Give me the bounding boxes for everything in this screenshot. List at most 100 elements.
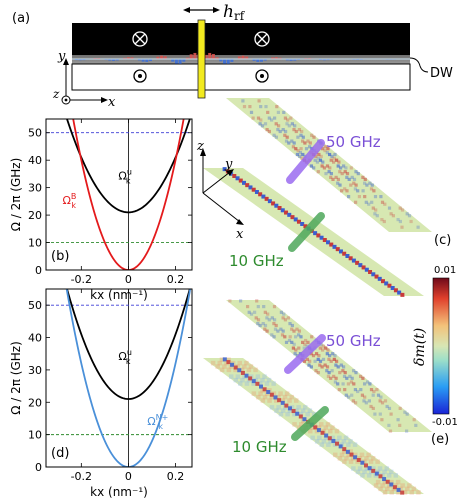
field-cell [280, 398, 286, 403]
field-cell [301, 152, 305, 157]
wave-dot [335, 441, 340, 446]
field-cell [273, 327, 278, 331]
field-cell [350, 175, 354, 179]
wave-dot [313, 425, 318, 430]
field-cell [226, 367, 232, 373]
wave-dot [353, 455, 358, 460]
field-cell [370, 183, 374, 187]
wave-dot [248, 376, 253, 381]
field-cell [387, 206, 392, 210]
field-cell [343, 435, 349, 441]
wave-dot [389, 482, 394, 487]
wave-bar [319, 59, 323, 61]
colorbar-gradient [432, 277, 450, 415]
field-cell [292, 411, 297, 417]
field-cell [364, 200, 368, 204]
wave-dot [380, 279, 385, 284]
colorbar-max-label: 0.01 [434, 265, 456, 276]
wave-bar [271, 57, 275, 60]
field-cell [239, 367, 245, 373]
field-cell [337, 388, 341, 392]
wave-bar [189, 54, 193, 60]
field-cell [309, 164, 313, 168]
wave-dot [261, 194, 266, 199]
field-cell [321, 147, 325, 151]
field-cell [264, 105, 268, 109]
wave-dot [400, 490, 405, 495]
field-cell [248, 105, 252, 109]
field-cell [294, 129, 298, 134]
field-cell [281, 329, 285, 333]
field-cell [360, 473, 365, 478]
field-cell [324, 145, 328, 149]
field-cell [319, 442, 324, 447]
field-cell [398, 219, 402, 224]
field-cell [316, 170, 320, 174]
out-of-page-icon-right [255, 69, 269, 83]
wave-dot [400, 292, 405, 297]
field-cell [318, 363, 322, 367]
panel-b-plot: 0 10 20 30 40 50 -0.2 0 0.2 kx (nm⁻¹) Ω / 2π (GHz)… [9, 118, 193, 302]
field-cell [373, 412, 377, 416]
field-cell [226, 357, 231, 362]
field-cell [303, 405, 308, 410]
field-cell [322, 166, 326, 170]
y-tick-label: 40 [28, 332, 42, 345]
wave-bar [115, 59, 119, 61]
field-cell [345, 175, 349, 179]
field-cell [351, 466, 356, 471]
panel-c-label: (c) [434, 233, 451, 248]
field-cell [340, 172, 344, 176]
field-cell [251, 116, 255, 120]
field-cell [343, 371, 347, 375]
wave-dot [238, 178, 243, 183]
x-axis-label: kx (nm⁻¹) [90, 485, 148, 499]
field-cell [289, 116, 293, 120]
wave-bar [171, 59, 175, 62]
field-cell [217, 360, 222, 366]
field-cell [346, 382, 350, 386]
wave-bar [174, 59, 178, 64]
field-cell [330, 435, 335, 441]
field-cell [389, 490, 394, 495]
field-cell [341, 369, 345, 373]
field-cell [316, 156, 320, 160]
field-cell [333, 152, 337, 157]
field-cell [371, 206, 375, 210]
field-cell [373, 483, 379, 488]
field-cell [253, 367, 258, 373]
wave-bar [112, 59, 115, 61]
field-cell [313, 359, 317, 363]
wave-dot [390, 286, 395, 290]
field-cell [333, 354, 337, 358]
field-cell [350, 393, 354, 397]
wave-dot [259, 384, 264, 389]
series-0-curve [66, 289, 191, 400]
field-cell [283, 133, 287, 137]
field-cell [282, 312, 286, 316]
wave-dot [235, 176, 240, 181]
field-cell [276, 394, 281, 400]
field-cell [293, 352, 297, 356]
field-cell [305, 344, 309, 348]
field-cell [251, 391, 257, 396]
wave-dot [385, 479, 390, 484]
field-cell [416, 225, 420, 229]
field-label: hrf [223, 2, 246, 23]
wave-dot [348, 256, 353, 261]
field-cell [355, 469, 361, 475]
field-cell [272, 322, 276, 326]
field-cell [405, 486, 410, 492]
wave-bar [293, 59, 297, 61]
field-cell [376, 393, 381, 397]
field-cell [219, 357, 225, 362]
field-cell [332, 160, 336, 164]
field-cell [304, 147, 309, 151]
series-1-curve [72, 119, 185, 270]
field-cell [382, 219, 386, 224]
wave-dot [338, 249, 343, 254]
wave-dot [361, 265, 366, 270]
field-cell [290, 323, 294, 328]
field-cell [353, 452, 358, 458]
field-cell [382, 469, 387, 475]
